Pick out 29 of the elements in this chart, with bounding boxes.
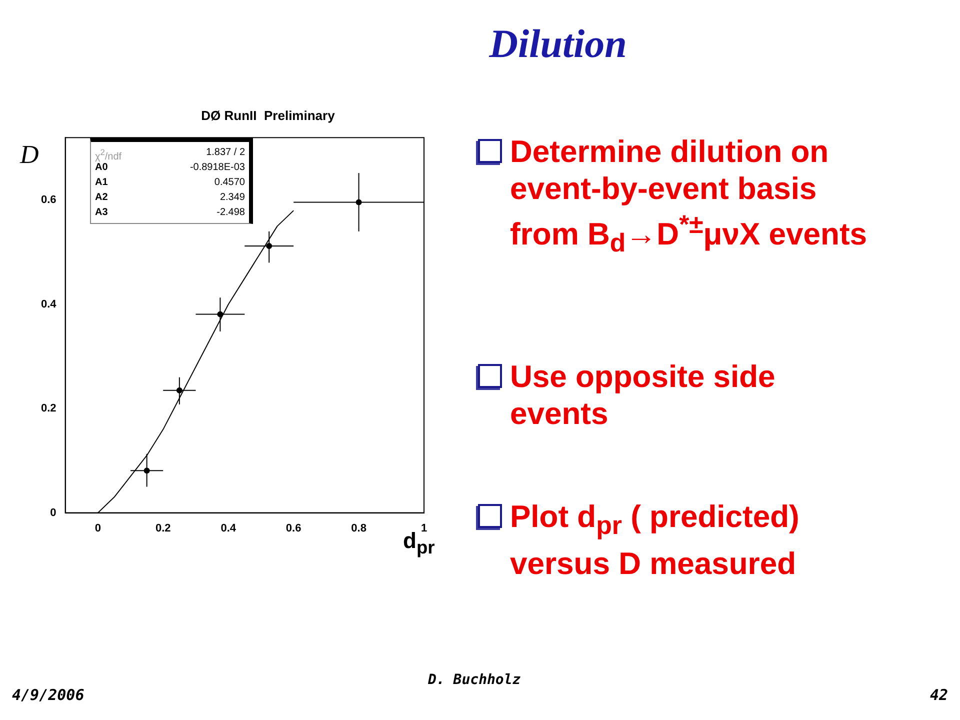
y-tick-label: 0.6	[40, 194, 56, 206]
text: 42	[930, 686, 948, 704]
y-axis-title: D	[20, 140, 39, 170]
y-tick-label: 0	[50, 506, 56, 519]
annotation: -2.498	[216, 206, 245, 220]
x-tick-label: 0.4	[220, 522, 237, 534]
text: Determine dilution on event-by-event basis from B$_{d}$→D$^{*±}$μνX events	[510, 133, 868, 260]
text: Use opposite side events	[510, 358, 776, 432]
annotation: 2.349	[220, 191, 245, 205]
x-tick-label: 0.8	[351, 522, 366, 534]
annotation: χ$^{2}$/ndf	[95, 146, 122, 162]
chart-subtitle: DØ RunII Preliminary	[200, 108, 336, 123]
text: Plot d$_{pr}$ ( predicted) versus D measured	[510, 498, 800, 582]
x-tick-label: 0.2	[155, 522, 171, 534]
annotation: 1.837 / 2	[206, 146, 245, 160]
annotation: A1	[95, 176, 108, 190]
annotation: -0.8918E-03	[190, 161, 245, 175]
text: Dilution	[488, 20, 628, 67]
x-tick-label: 0.6	[286, 522, 302, 534]
annotation: A2	[95, 191, 108, 205]
y-tick-label: 0.4	[40, 298, 58, 310]
y-tick-label: 0.2	[40, 402, 56, 415]
text: 4/9/2006	[12, 686, 84, 704]
text: D. Buchholz	[428, 672, 521, 688]
x-tick-label: 1	[420, 522, 428, 534]
annotation: 0.4570	[214, 176, 245, 190]
annotation: A3	[95, 206, 108, 220]
annotation: A0	[95, 162, 108, 175]
x-tick-label: 0	[94, 522, 101, 534]
